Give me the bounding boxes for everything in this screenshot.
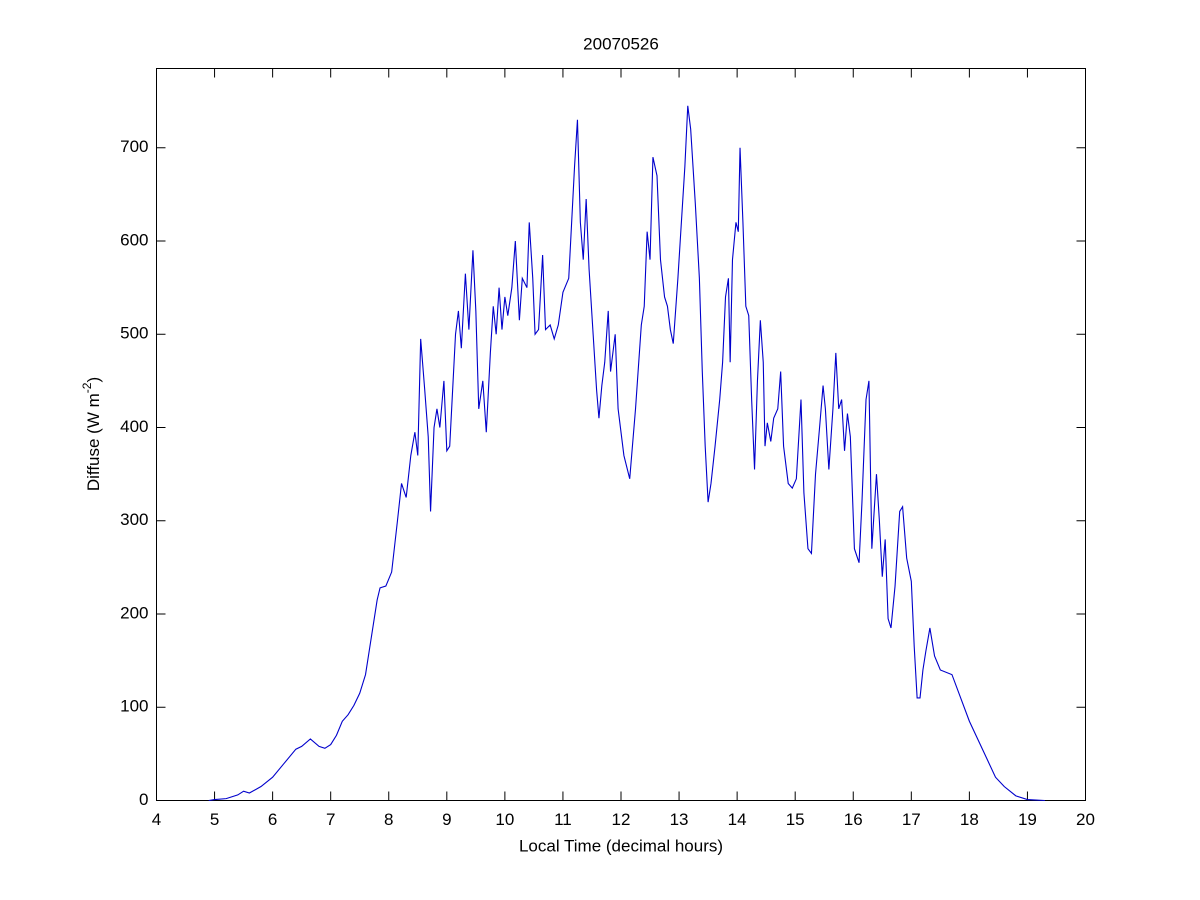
y-tick-label: 700: [120, 137, 148, 156]
x-tick-label: 15: [786, 810, 805, 829]
x-tick-label: 7: [326, 810, 335, 829]
y-axis-label: Diffuse (W m-2): [80, 377, 103, 491]
y-tick-label: 500: [120, 324, 148, 343]
x-tick-label: 4: [152, 810, 161, 829]
x-tick-label: 10: [495, 810, 514, 829]
y-tick-label: 200: [120, 603, 148, 622]
y-tick-label: 300: [120, 510, 148, 529]
chart-title: 20070526: [583, 34, 659, 53]
x-tick-label: 14: [728, 810, 747, 829]
x-tick-label: 11: [554, 810, 572, 829]
x-tick-label: 12: [612, 810, 631, 829]
x-tick-label: 16: [844, 810, 863, 829]
y-axis-label-text: Diffuse (W m: [84, 393, 103, 491]
x-tick-label: 9: [442, 810, 451, 829]
x-tick-label: 20: [1076, 810, 1095, 829]
x-tick-label: 18: [960, 810, 979, 829]
y-axis-label-text: ): [84, 377, 103, 383]
y-tick-label: 0: [139, 790, 148, 809]
x-tick-label: 6: [268, 810, 277, 829]
y-axis-label-superscript: -2: [80, 382, 94, 393]
x-tick-label: 13: [670, 810, 689, 829]
x-axis-label: Local Time (decimal hours): [519, 836, 723, 855]
y-tick-label: 600: [120, 230, 148, 249]
y-tick-label: 100: [120, 697, 148, 716]
x-tick-label: 8: [384, 810, 393, 829]
x-tick-label: 5: [210, 810, 219, 829]
data-line: [208, 105, 1045, 802]
y-tick-label: 400: [120, 417, 148, 436]
x-tick-label: 19: [1018, 810, 1037, 829]
x-tick-label: 17: [902, 810, 921, 829]
